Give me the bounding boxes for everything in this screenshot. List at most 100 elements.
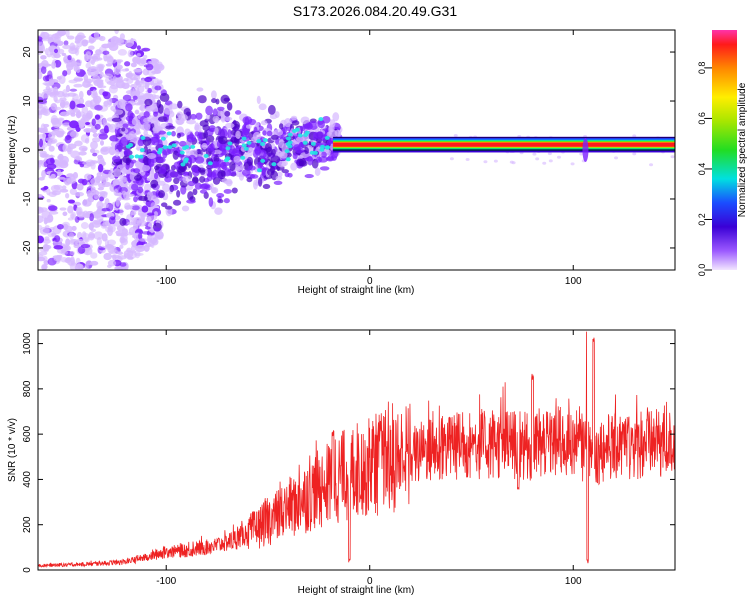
spectrogram-blob bbox=[94, 104, 103, 111]
spectrogram-blob bbox=[68, 232, 75, 240]
spectrogram-hotspot bbox=[162, 145, 168, 150]
spectrogram-blob bbox=[212, 149, 222, 155]
spectrogram-blob bbox=[273, 180, 283, 185]
spectrogram-blob bbox=[63, 177, 73, 185]
spectrogram-hotspot bbox=[138, 154, 144, 159]
spectrogram-blob bbox=[87, 45, 95, 51]
snr-marks bbox=[38, 331, 675, 568]
spectrogram-blob bbox=[78, 145, 88, 152]
spectrogram-blob bbox=[90, 186, 96, 193]
spectrogram-blob bbox=[61, 52, 67, 57]
spectrogram-blob bbox=[69, 251, 75, 256]
spectrogram-blob bbox=[214, 127, 219, 135]
spectrogram-blob bbox=[96, 215, 104, 221]
spectrogram-blob bbox=[112, 178, 120, 187]
spectrogram-blob bbox=[132, 234, 137, 238]
spectrogram-blob bbox=[90, 260, 99, 266]
spectrogram-blob bbox=[134, 102, 141, 106]
spectrogram-blob bbox=[67, 35, 75, 40]
spectrogram-blob bbox=[53, 95, 58, 102]
spectrogram-blob bbox=[127, 110, 134, 119]
spectrogram-blob bbox=[127, 49, 134, 58]
spectrogram-blob bbox=[61, 248, 66, 254]
spectrogram-blob bbox=[80, 222, 89, 230]
spectrogram-blob bbox=[53, 245, 64, 250]
spectrogram-blob bbox=[176, 189, 181, 198]
spectrogram-blob bbox=[52, 119, 62, 128]
spectrogram-blob bbox=[167, 147, 174, 155]
spectrogram-blob bbox=[102, 50, 110, 56]
spectrogram-blob bbox=[270, 134, 279, 140]
spectrogram-blob bbox=[235, 130, 241, 139]
spectrogram-blob bbox=[169, 184, 174, 193]
y-tick-label: 0 bbox=[22, 567, 33, 573]
spectrogram-hotspot bbox=[129, 154, 135, 159]
spectrogram-blob bbox=[108, 85, 118, 94]
spectrogram-blob bbox=[141, 231, 152, 235]
spectrogram-blob bbox=[206, 172, 216, 178]
spectrogram-blob bbox=[211, 98, 217, 104]
spectrogram-blob bbox=[56, 76, 62, 80]
spectrogram-blob bbox=[77, 178, 85, 184]
spectrogram-blob bbox=[332, 112, 340, 122]
spectrogram-blob bbox=[556, 155, 561, 159]
spectrogram-blob bbox=[223, 188, 232, 194]
spectrogram-blob bbox=[38, 138, 44, 148]
spectrogram-blob bbox=[136, 52, 142, 57]
spectrogram-blob bbox=[38, 176, 45, 181]
spectrogram-blob bbox=[50, 173, 56, 179]
spectrogram-hotspot bbox=[320, 144, 326, 149]
spectrogram-blob bbox=[105, 244, 113, 249]
spectrogram-hotspot bbox=[140, 136, 146, 141]
spectrogram-blob bbox=[150, 179, 159, 188]
spectrogram-blob bbox=[548, 159, 553, 163]
spectrogram-blob bbox=[61, 185, 67, 190]
spectrogram-blob bbox=[203, 130, 209, 139]
dominant-frequency-band bbox=[333, 142, 675, 147]
spectrogram-blob bbox=[222, 161, 231, 167]
spectrogram-blob bbox=[220, 170, 226, 177]
spectrogram-blob bbox=[140, 213, 148, 217]
spectrogram-blob bbox=[194, 156, 205, 164]
spectrogram-blob bbox=[123, 249, 134, 258]
spectrogram-blob bbox=[91, 75, 101, 84]
spectrogram-marks bbox=[38, 30, 675, 270]
spectrogram-blob bbox=[97, 154, 103, 160]
spectrogram-blob bbox=[66, 173, 75, 178]
spectrogram-blob bbox=[178, 140, 187, 147]
spectrogram-blob bbox=[127, 221, 135, 226]
spectrogram-blob bbox=[91, 118, 96, 127]
spectrogram-blob bbox=[69, 88, 78, 92]
spectrogram-blob bbox=[92, 132, 99, 138]
spectrogram-blob bbox=[98, 66, 103, 73]
spectrogram-blob bbox=[136, 219, 147, 227]
spectrogram-blob bbox=[69, 110, 75, 114]
spectrogram-blob bbox=[225, 122, 235, 129]
spectrogram-blob bbox=[64, 134, 72, 144]
spectrogram-blob bbox=[102, 202, 109, 209]
spectrogram-blob bbox=[69, 120, 79, 129]
spectrogram-blob bbox=[120, 238, 128, 246]
spectrogram-blob bbox=[157, 116, 168, 123]
spectrogram-blob bbox=[75, 66, 81, 74]
spectrogram-blob bbox=[90, 140, 98, 150]
spectrogram-hotspot bbox=[166, 131, 172, 136]
spectrogram-blob bbox=[142, 83, 150, 88]
spectrogram-blob bbox=[99, 196, 105, 202]
spectrogram-blob bbox=[113, 109, 124, 115]
spectrogram-blob bbox=[579, 152, 584, 156]
spectrogram-blob bbox=[105, 53, 112, 59]
spectrogram-hotspot bbox=[262, 138, 268, 143]
spectrogram-blob bbox=[111, 117, 122, 123]
spectrogram-blob bbox=[44, 236, 50, 241]
y-tick-label: -20 bbox=[22, 240, 33, 255]
spectrogram-blob bbox=[186, 119, 197, 125]
spectrogram-blob bbox=[69, 130, 79, 138]
colorbar-tick-label: 0.6 bbox=[697, 112, 707, 125]
spectrogram-hotspot bbox=[260, 142, 266, 147]
spectrogram-x-label: Height of straight line (km) bbox=[298, 285, 415, 296]
spectrogram-blob bbox=[258, 103, 267, 111]
spectrogram-blob bbox=[93, 31, 100, 39]
spectrogram-blob bbox=[129, 211, 137, 216]
